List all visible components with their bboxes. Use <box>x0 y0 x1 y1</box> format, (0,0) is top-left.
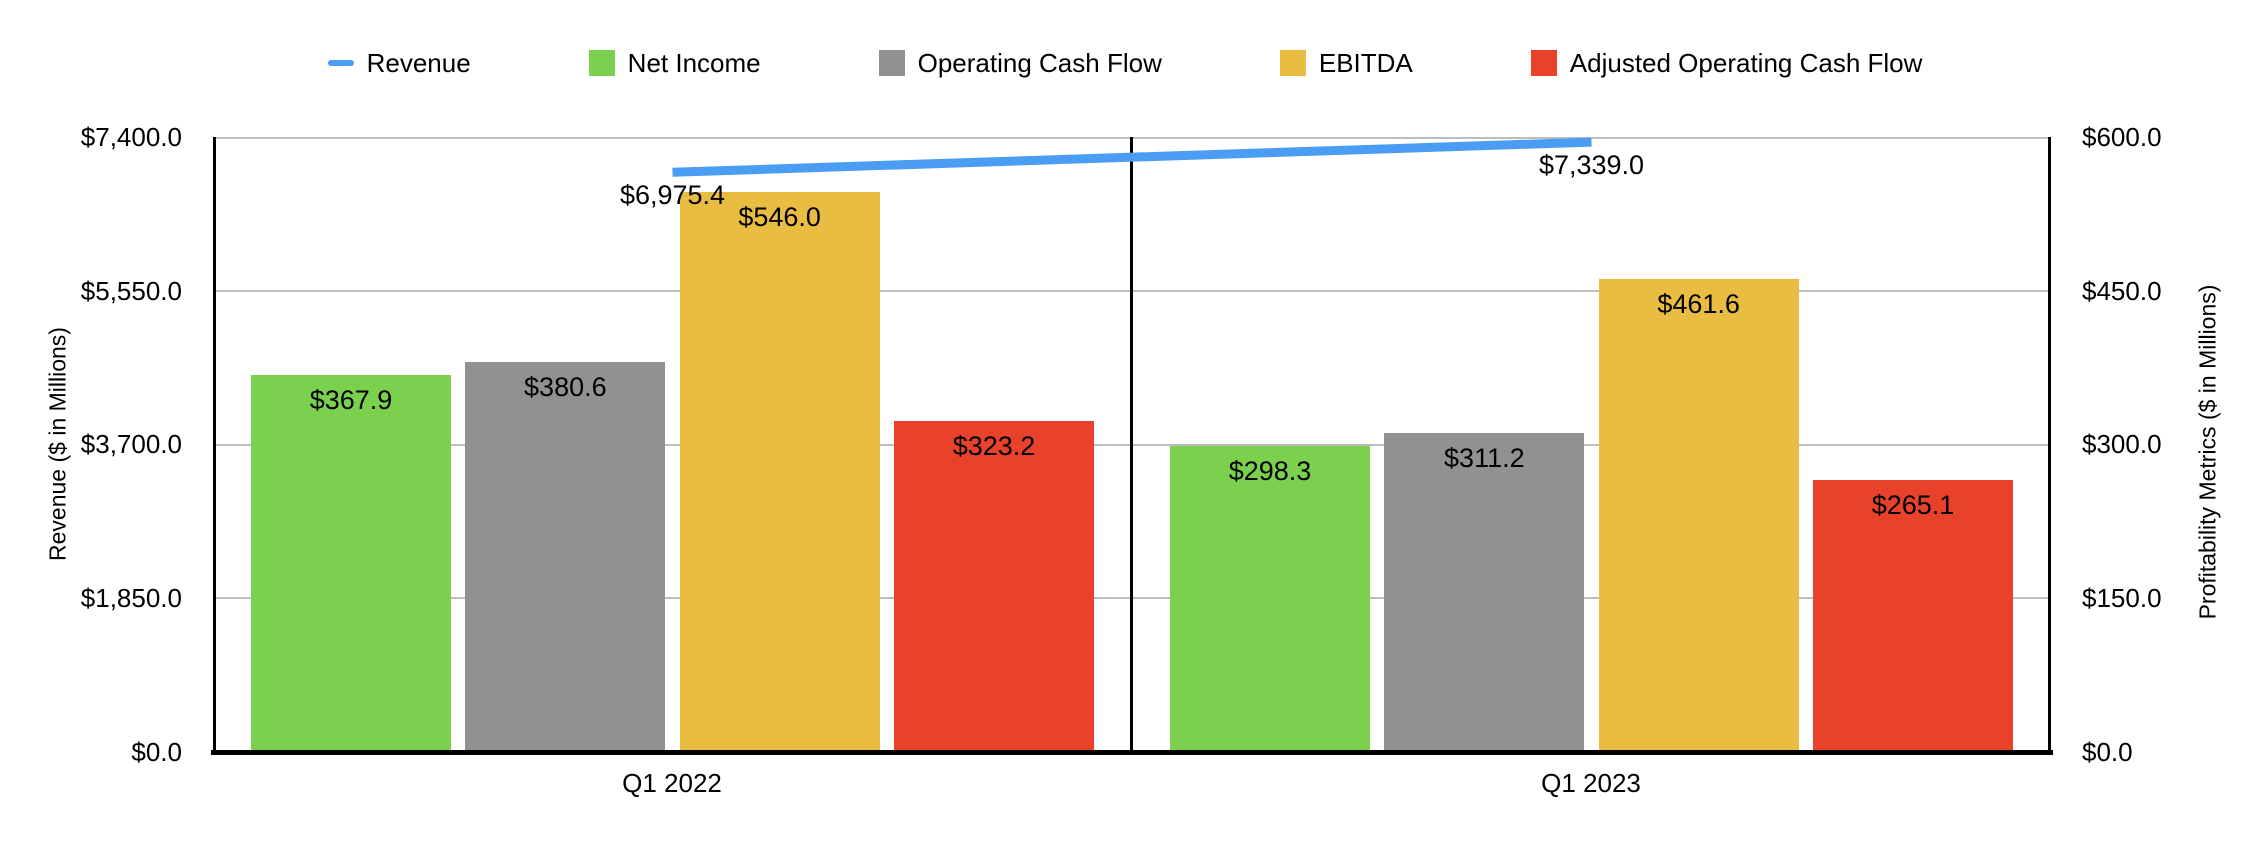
legend-item-adjusted-operating-cash-flow: Adjusted Operating Cash Flow <box>1530 47 1923 79</box>
bar-label-ebitda-q1-2022: $546.0 <box>738 202 821 233</box>
x-axis-label: Q1 2022 <box>622 768 722 798</box>
legend-item-revenue: Revenue <box>327 47 471 79</box>
bar-label-adjusted-operating-cash-flow-q1-2023: $265.1 <box>1871 490 1955 521</box>
left-axis-tick: $1,850.0 <box>80 583 182 613</box>
legend-marker-revenue-line <box>327 60 354 66</box>
bar-label-operating-cash-flow-q1-2023: $311.2 <box>1444 443 1525 473</box>
line-revenue <box>672 137 1592 177</box>
left-axis-tick: $5,550.0 <box>80 276 182 306</box>
left-axis-tick: $0.0 <box>131 737 182 767</box>
line-label-revenue-q1-2022: $6,975.4 <box>619 180 726 211</box>
left-axis-tick: $3,700.0 <box>80 429 182 459</box>
legend-item-operating-cash-flow: Operating Cash Flow <box>878 47 1162 79</box>
right-axis-tick: $300.0 <box>2082 429 2162 459</box>
plot-area: $367.9 $298.3 $380.6 $311.2 $546.0 $461.6 $323… <box>211 137 2053 755</box>
chart-legend: Revenue Net Income Operating Cash Flow E… <box>0 38 2250 88</box>
bar-label-ebitda-q1-2023: $461.6 <box>1657 288 1740 319</box>
bar-net-income-q1-2023 <box>1170 446 1370 752</box>
bar-label-net-income-q1-2022: $367.9 <box>309 384 393 415</box>
bar-operating-cash-flow-q1-2022 <box>465 361 666 752</box>
right-axis-title: Profitability Metrics ($ in Millions) <box>2194 284 2221 620</box>
right-axis-line <box>2048 137 2051 752</box>
legend-marker-adjusted-operating-cash-flow <box>1530 50 1557 76</box>
bar-ebitda-q1-2023 <box>1598 278 1799 752</box>
x-axis-label: Q1 2023 <box>1541 768 1641 798</box>
legend-marker-ebitda <box>1279 50 1306 76</box>
legend-label: Operating Cash Flow <box>917 47 1162 78</box>
right-axis-tick: $600.0 <box>2082 122 2162 152</box>
legend-label: Net Income <box>627 47 761 78</box>
line-label-revenue-q1-2023: $7,339.0 <box>1538 150 1645 181</box>
legend-label: Revenue <box>366 47 471 78</box>
bar-adjusted-operating-cash-flow-q1-2022 <box>894 420 1094 752</box>
legend-item-net-income: Net Income <box>588 47 761 79</box>
legend-marker-operating-cash-flow <box>878 50 905 76</box>
right-axis-tick: $450.0 <box>2082 276 2162 306</box>
left-axis-tick: $7,400.0 <box>80 122 182 152</box>
left-axis-line <box>213 137 216 752</box>
category-divider-line <box>1130 137 1133 752</box>
bar-label-operating-cash-flow-q1-2022: $380.6 <box>524 371 607 402</box>
bar-adjusted-operating-cash-flow-q1-2023 <box>1813 480 2013 752</box>
bar-label-adjusted-operating-cash-flow-q1-2022: $323.2 <box>952 430 1036 461</box>
bar-net-income-q1-2022 <box>251 374 451 752</box>
x-axis-line <box>211 750 2053 755</box>
bar-ebitda-q1-2022 <box>679 192 880 752</box>
legend-marker-net-income <box>588 50 615 76</box>
bar-operating-cash-flow-q1-2023 <box>1384 433 1585 752</box>
right-axis-tick: $150.0 <box>2082 583 2162 613</box>
legend-label: Adjusted Operating Cash Flow <box>1569 47 1923 78</box>
revenue-line-layer <box>672 137 1592 177</box>
bar-label-net-income-q1-2023: $298.3 <box>1228 456 1312 487</box>
legend-item-ebitda: EBITDA <box>1279 47 1413 79</box>
right-axis-tick: $0.0 <box>2082 737 2133 767</box>
legend-label: EBITDA <box>1318 47 1413 78</box>
